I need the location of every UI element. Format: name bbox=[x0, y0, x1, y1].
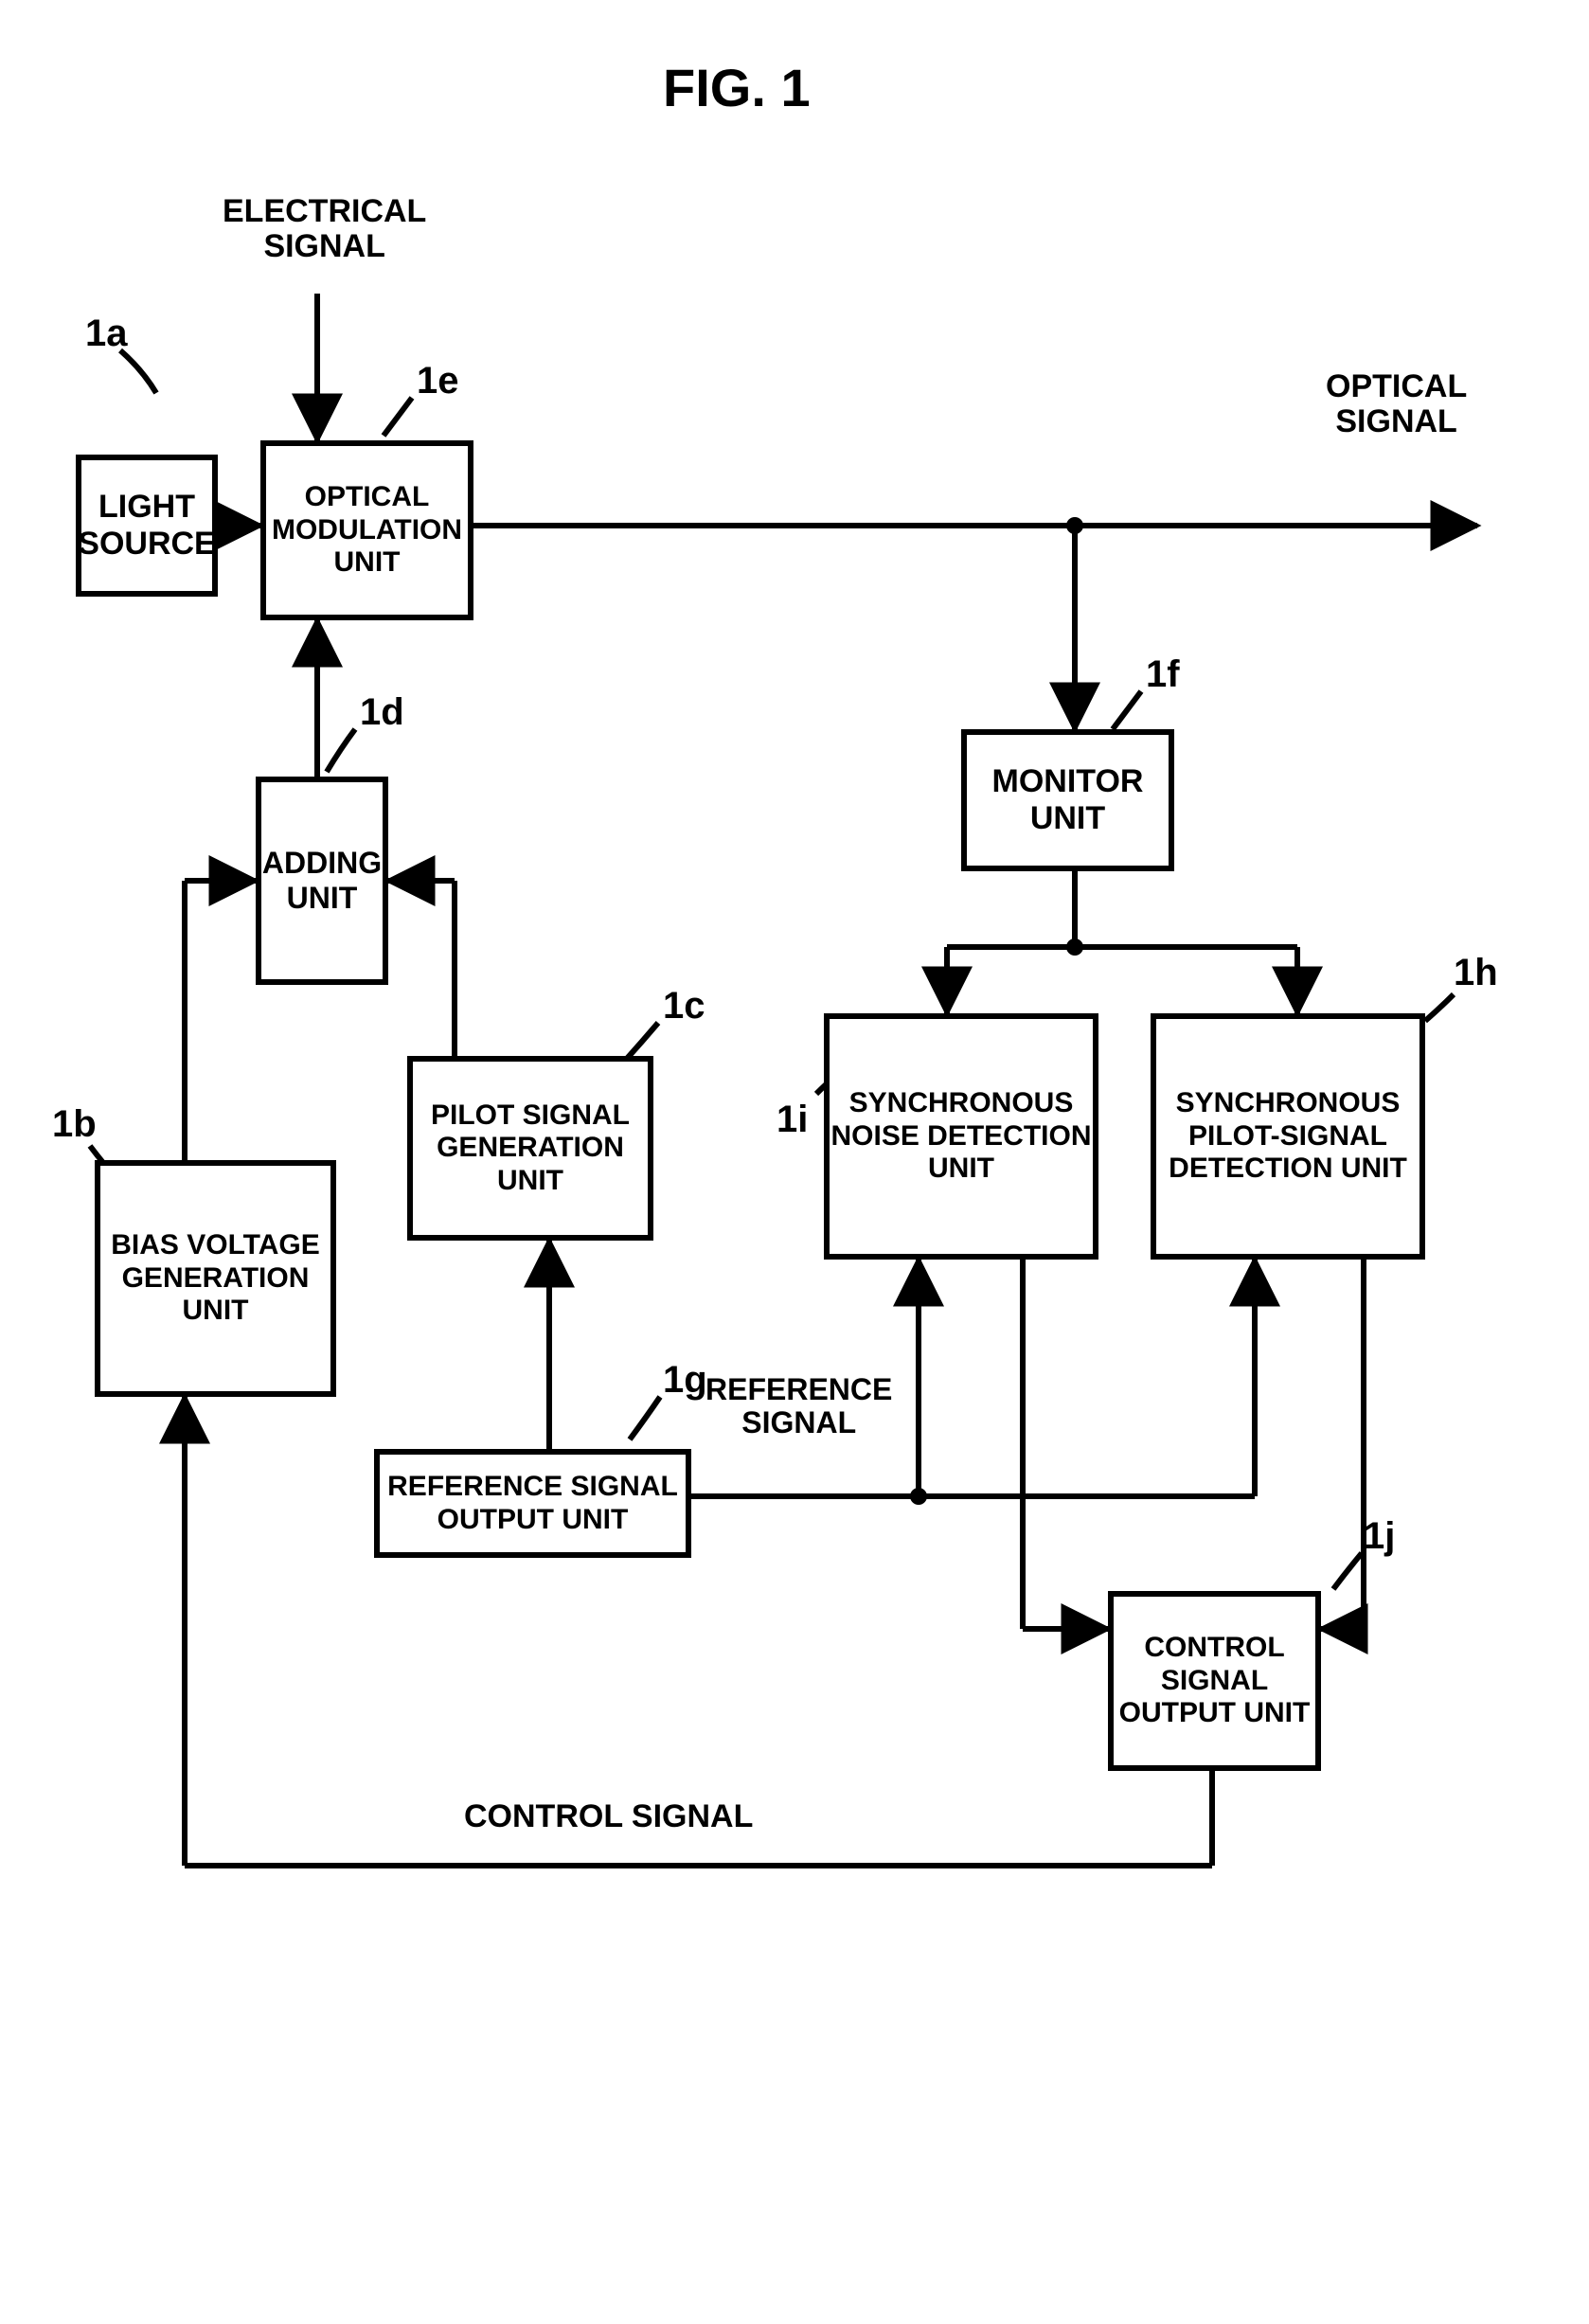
pilot-gen-box: PILOT SIGNAL GENERATION UNIT bbox=[407, 1056, 653, 1241]
ref-1j: 1j bbox=[1364, 1515, 1395, 1557]
ref-1h: 1h bbox=[1454, 952, 1498, 993]
figure-title: FIG. 1 bbox=[663, 57, 811, 118]
monitor-box: MONITOR UNIT bbox=[961, 729, 1174, 871]
light-source-box: LIGHT SOURCE bbox=[76, 455, 218, 597]
control-signal-label: CONTROL SIGNAL bbox=[464, 1799, 753, 1834]
bias-gen-box: BIAS VOLTAGE GENERATION UNIT bbox=[95, 1160, 336, 1397]
electrical-signal-label: ELECTRICAL SIGNAL bbox=[223, 194, 426, 265]
ref-1g: 1g bbox=[663, 1359, 707, 1401]
reference-signal-label: REFERENCE SIGNAL bbox=[705, 1373, 892, 1439]
ref-1e: 1e bbox=[417, 360, 459, 402]
diagram-canvas: FIG. 1 bbox=[0, 0, 1589, 2324]
sync-pilot-box: SYNCHRONOUS PILOT-SIGNAL DETECTION UNIT bbox=[1151, 1013, 1425, 1260]
ref-1f: 1f bbox=[1146, 653, 1180, 695]
ref-1i: 1i bbox=[777, 1099, 808, 1140]
ref-1a: 1a bbox=[85, 313, 128, 354]
ref-1d: 1d bbox=[360, 691, 404, 733]
optical-modulation-box: OPTICAL MODULATION UNIT bbox=[260, 440, 473, 620]
ref-signal-out-box: REFERENCE SIGNAL OUTPUT UNIT bbox=[374, 1449, 691, 1558]
ref-1b: 1b bbox=[52, 1103, 97, 1145]
control-out-box: CONTROL SIGNAL OUTPUT UNIT bbox=[1108, 1591, 1321, 1771]
adding-unit-box: ADDING UNIT bbox=[256, 777, 388, 985]
sync-noise-box: SYNCHRONOUS NOISE DETECTION UNIT bbox=[824, 1013, 1098, 1260]
ref-1c: 1c bbox=[663, 985, 705, 1027]
optical-signal-label: OPTICAL SIGNAL bbox=[1326, 369, 1467, 440]
